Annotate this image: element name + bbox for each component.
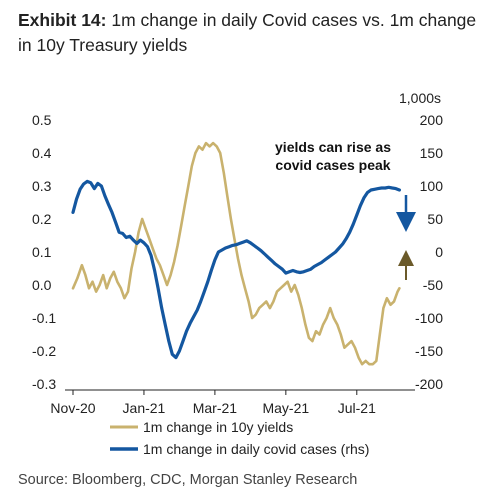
annotation-line-1: yields can rise as <box>275 139 391 155</box>
series-line-1 <box>71 141 401 366</box>
legend-label-2: 1m change in daily covid cases (rhs) <box>143 441 369 457</box>
y-left-tick-label: 0.5 <box>32 112 52 128</box>
x-tick-label: Nov-20 <box>50 400 95 416</box>
y-right-tick-label: -100 <box>415 310 443 326</box>
x-tick-label: Mar-21 <box>193 400 238 416</box>
y-right-tick-label: 50 <box>427 211 443 227</box>
series-line-2 <box>71 179 401 360</box>
y-left-tick-label: 0.4 <box>32 145 52 161</box>
y-left-tick-label: -0.3 <box>32 376 56 392</box>
legend-label-1: 1m change in 10y yields <box>143 419 293 435</box>
exhibit-label: Exhibit 14: <box>18 10 107 30</box>
y-left-tick-label: 0.3 <box>32 178 52 194</box>
y-left-tick-label: 0.0 <box>32 277 52 293</box>
x-tick-label: Jan-21 <box>123 400 166 416</box>
y-right-tick-label: -150 <box>415 343 443 359</box>
y-left-tick-label: 0.1 <box>32 244 52 260</box>
y-left-tick-label: 0.2 <box>32 211 52 227</box>
x-tick-label: Jul-21 <box>338 400 376 416</box>
y-right-tick-label: -200 <box>415 376 443 392</box>
chart-title: Exhibit 14: 1m change in daily Covid cas… <box>18 8 488 58</box>
y-right-tick-label: 100 <box>420 178 444 194</box>
annotation-line-2: covid cases peak <box>275 157 390 173</box>
y-right-tick-label: -50 <box>423 277 443 293</box>
y-left-tick-label: -0.2 <box>32 343 56 359</box>
y-right-tick-label: 0 <box>435 244 443 260</box>
title-text: 1m change in daily Covid cases vs. 1m ch… <box>18 10 477 55</box>
y-left-tick-label: -0.1 <box>32 310 56 326</box>
y-right-tick-label: 150 <box>420 145 444 161</box>
source-note: Source: Bloomberg, CDC, Morgan Stanley R… <box>18 472 358 488</box>
y-right-unit-label: 1,000s <box>399 90 441 106</box>
y-right-tick-label: 200 <box>420 112 444 128</box>
x-tick-label: May-21 <box>262 400 309 416</box>
